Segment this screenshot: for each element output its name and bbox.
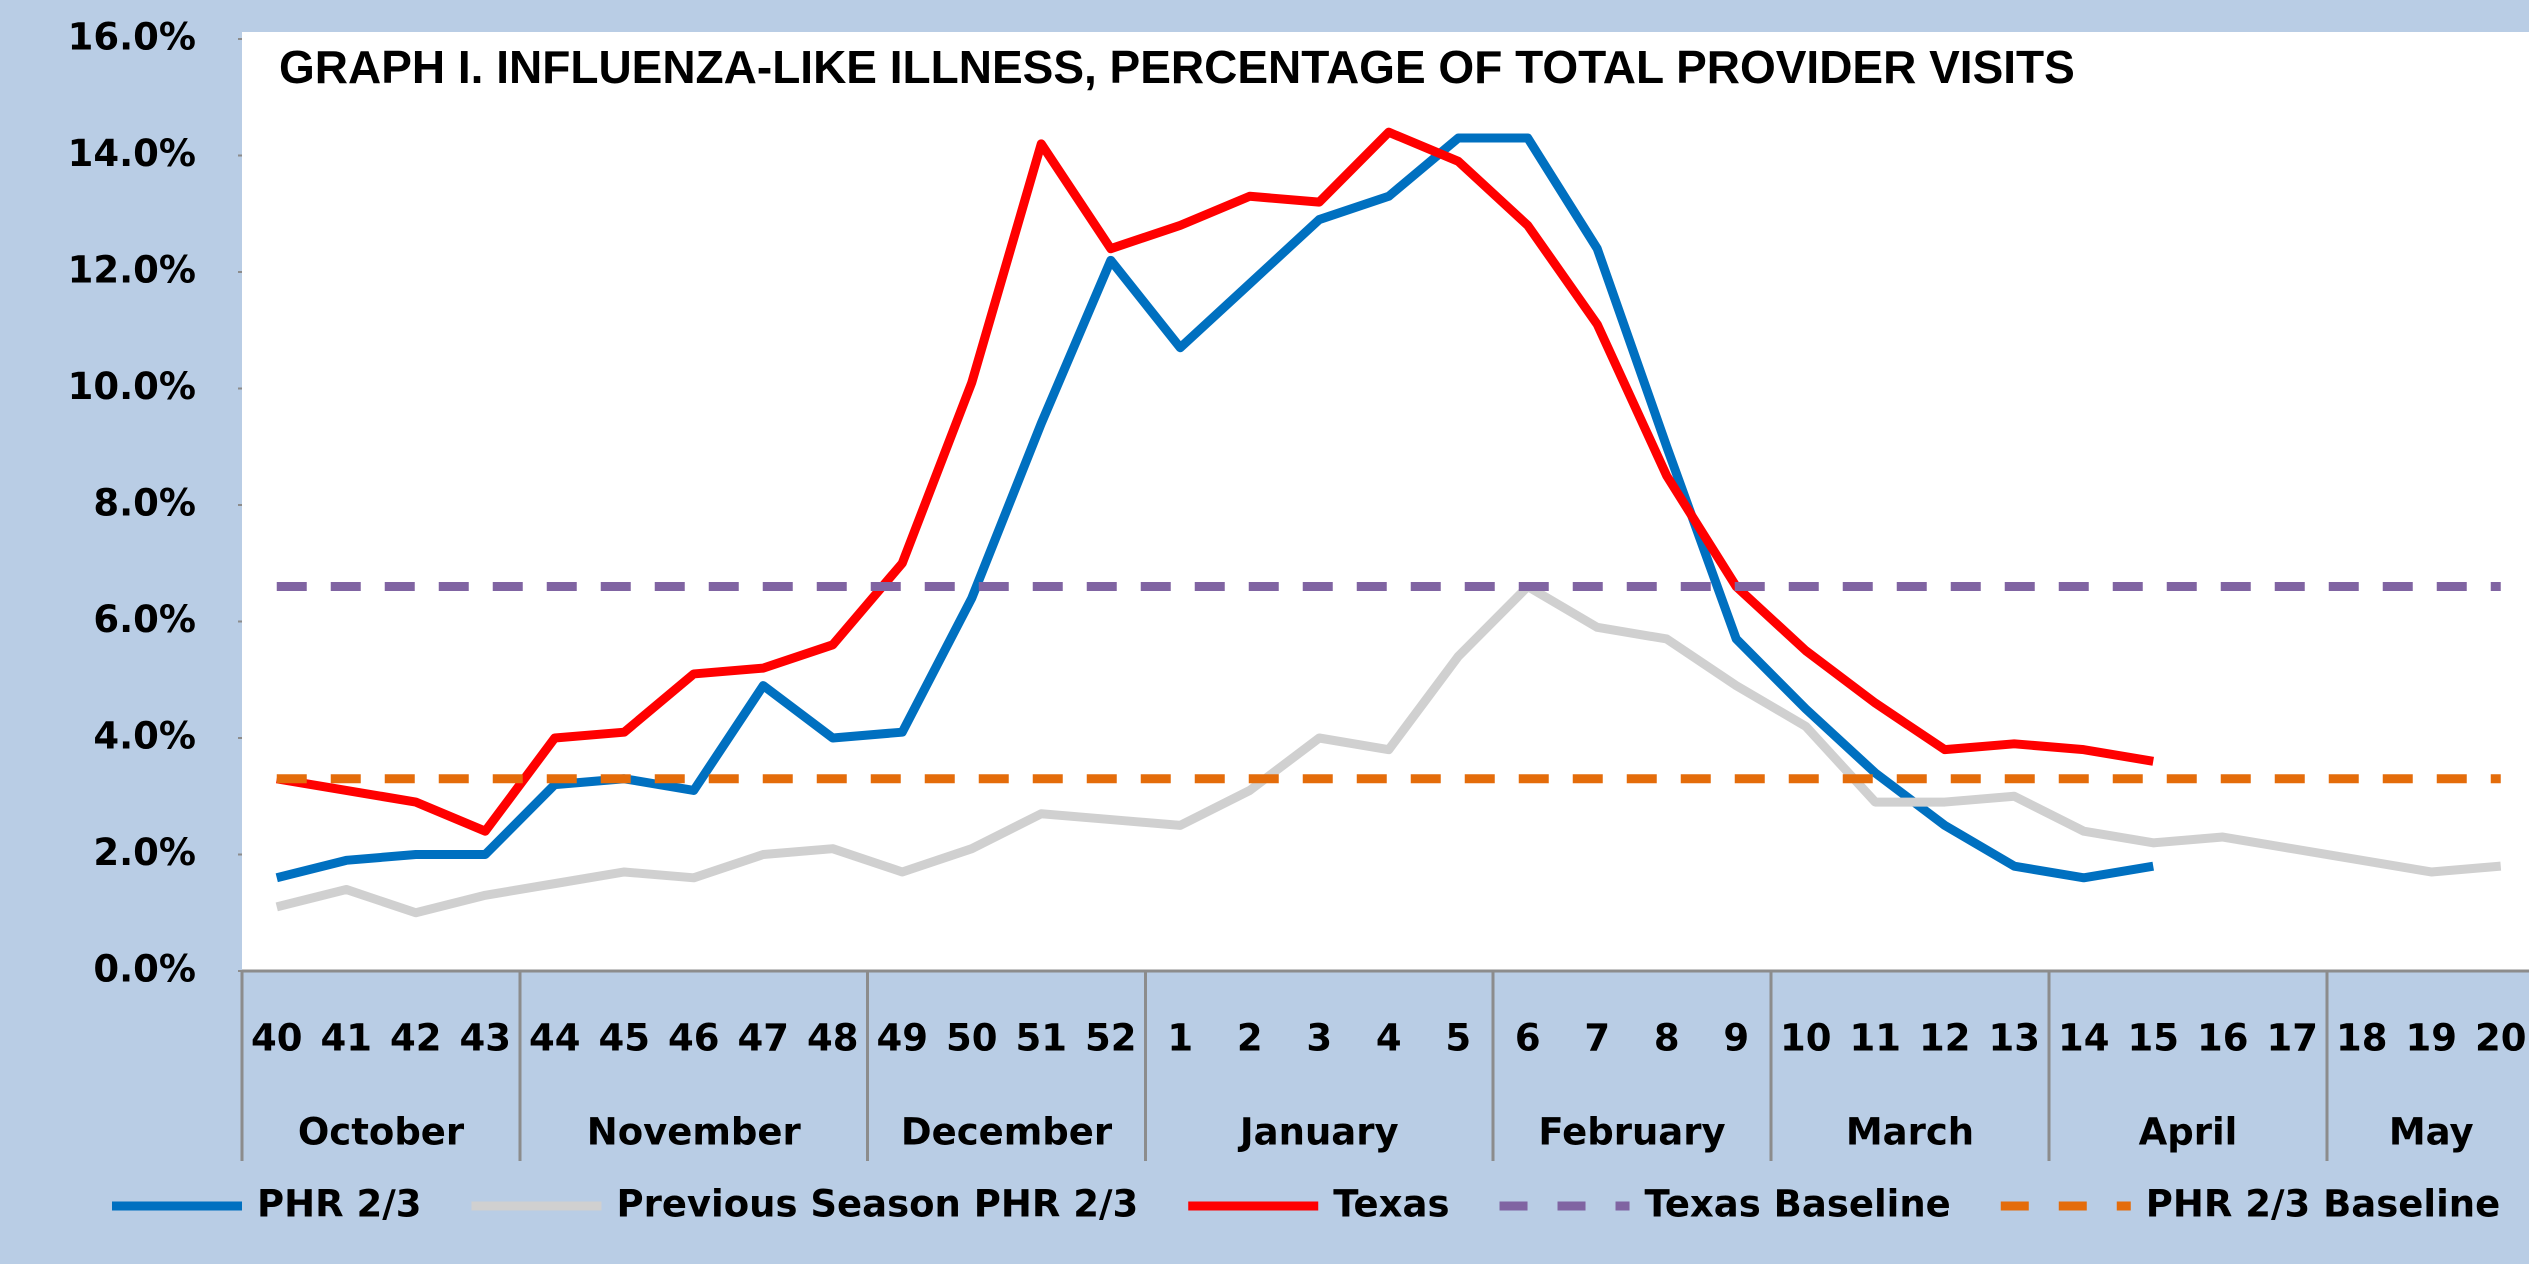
x-tick-label: 6: [1515, 1017, 1541, 1060]
x-tick-label: 7: [1584, 1017, 1610, 1060]
x-tick-label: 49: [877, 1017, 929, 1060]
x-tick-label: 44: [529, 1017, 581, 1060]
x-tick-label: 47: [738, 1017, 790, 1060]
y-tick-label: 12.0%: [68, 249, 196, 292]
x-tick-label: 1: [1167, 1017, 1193, 1060]
x-tick-label: 17: [2267, 1017, 2319, 1060]
y-tick-label: 6.0%: [93, 598, 196, 641]
x-tick-label: 16: [2197, 1017, 2249, 1060]
plot-area: [242, 32, 2529, 971]
x-tick-label: 4: [1376, 1017, 1402, 1060]
x-tick-label: 12: [1919, 1017, 1971, 1060]
x-tick-label: 40: [251, 1017, 303, 1060]
series-line: [275, 582, 2502, 918]
y-tick-label: 2.0%: [93, 831, 196, 874]
x-tick-label: 46: [668, 1017, 720, 1060]
x-tick-label: 20: [2475, 1017, 2527, 1060]
y-tick-label: 16.0%: [68, 16, 196, 59]
y-tick-label: 10.0%: [68, 365, 196, 408]
legend-label: PHR 2/3: [257, 1183, 421, 1226]
month-label: March: [1846, 1111, 1974, 1154]
x-tick-label: 52: [1085, 1017, 1137, 1060]
legend-label: PHR 2/3 Baseline: [2146, 1183, 2500, 1226]
x-tick-label: 18: [2336, 1017, 2388, 1060]
x-tick-label: 11: [1850, 1017, 1902, 1060]
x-tick-label: 51: [1016, 1017, 1068, 1060]
legend-label: Texas: [1333, 1183, 1449, 1226]
x-tick-label: 13: [1989, 1017, 2041, 1060]
chart-title: GRAPH I. INFLUENZA-LIKE ILLNESS, PERCENT…: [279, 41, 2075, 93]
legend-label: Texas Baseline: [1645, 1183, 1951, 1226]
x-tick-label: 48: [807, 1017, 859, 1060]
month-label: February: [1538, 1111, 1725, 1154]
month-label: April: [2139, 1111, 2238, 1154]
month-label: December: [901, 1111, 1113, 1154]
x-tick-label: 15: [2128, 1017, 2180, 1060]
x-tick-label: 42: [390, 1017, 442, 1060]
x-tick-label: 8: [1654, 1017, 1680, 1060]
month-label: November: [587, 1111, 802, 1154]
series-line: [276, 127, 2154, 836]
x-tick-label: 2: [1237, 1017, 1263, 1060]
y-tick-label: 14.0%: [68, 132, 196, 175]
x-tick-label: 19: [2406, 1017, 2458, 1060]
month-label: October: [298, 1111, 465, 1154]
x-tick-label: 3: [1306, 1017, 1332, 1060]
x-tick-label: 14: [2058, 1017, 2110, 1060]
y-tick-label: 0.0%: [93, 948, 196, 991]
x-tick-label: 41: [321, 1017, 373, 1060]
y-tick-label: 8.0%: [93, 482, 196, 525]
month-label: January: [1237, 1111, 1399, 1154]
series-line: [275, 133, 2154, 883]
legend-label: Previous Season PHR 2/3: [616, 1183, 1138, 1226]
x-tick-label: 45: [599, 1017, 651, 1060]
x-tick-label: 9: [1723, 1017, 1749, 1060]
y-tick-label: 4.0%: [93, 715, 196, 758]
x-tick-label: 43: [460, 1017, 512, 1060]
x-tick-label: 50: [946, 1017, 998, 1060]
month-label: May: [2389, 1111, 2474, 1154]
x-tick-label: 10: [1780, 1017, 1832, 1060]
x-tick-label: 5: [1445, 1017, 1471, 1060]
